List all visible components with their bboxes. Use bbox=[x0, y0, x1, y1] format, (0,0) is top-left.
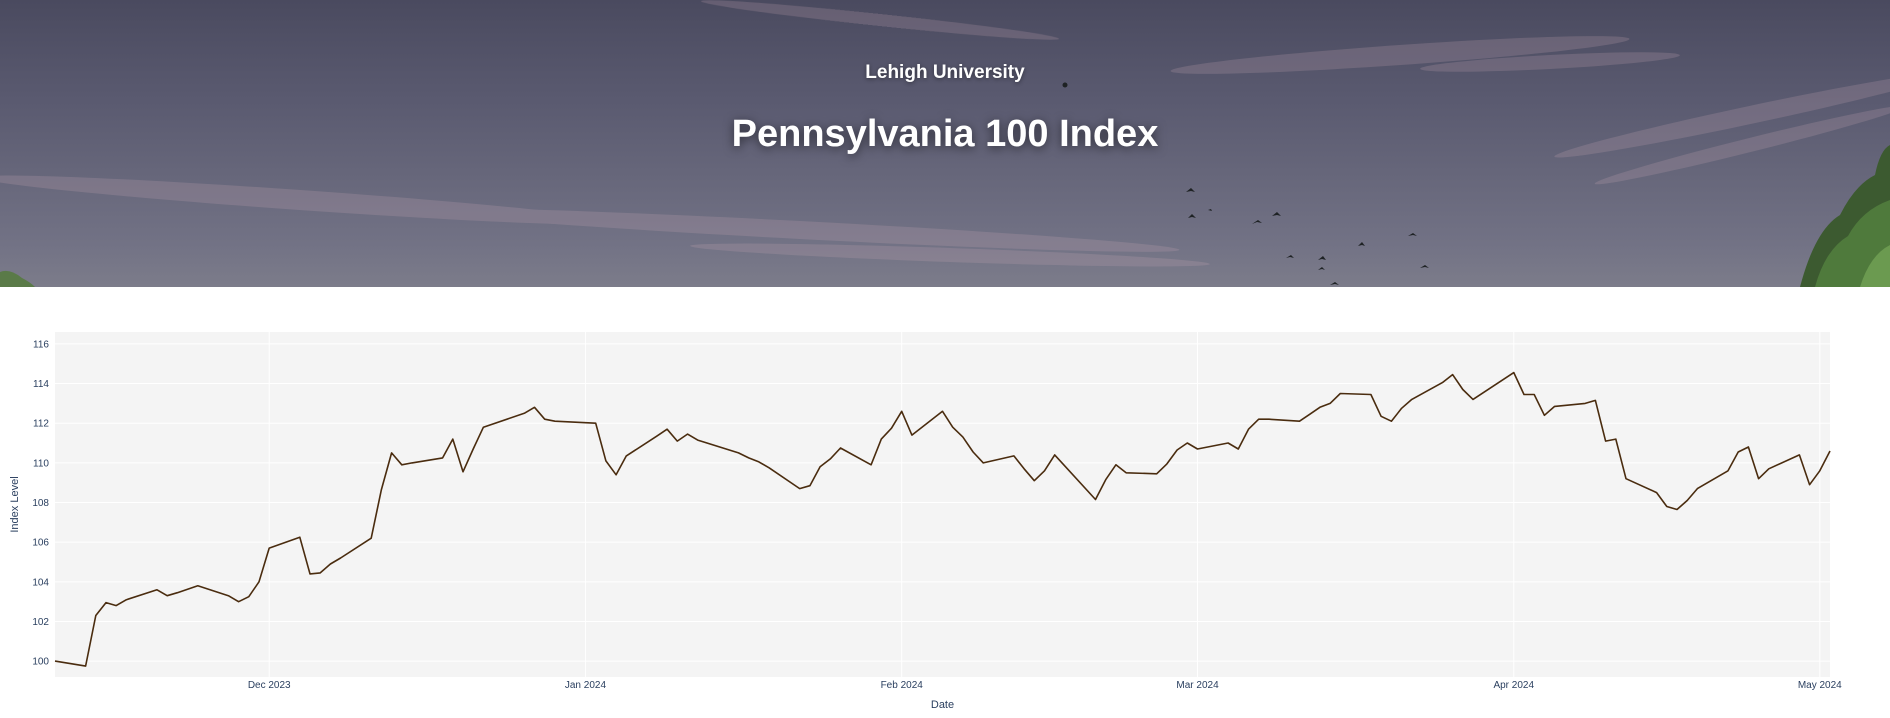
x-tick-label: Mar 2024 bbox=[1176, 680, 1219, 691]
chart-container: 100 102 104 106 108 110 112 114 116 Dec 2023 Jan … bbox=[0, 287, 1890, 718]
y-tick-label: 104 bbox=[32, 577, 49, 588]
x-axis-title: Date bbox=[931, 699, 954, 711]
y-tick-labels: 100 102 104 106 108 110 112 114 116 bbox=[32, 339, 49, 667]
y-tick-label: 110 bbox=[33, 458, 49, 469]
x-tick-label: Feb 2024 bbox=[881, 680, 924, 691]
y-axis-title: Index Level bbox=[9, 476, 21, 532]
x-tick-label: May 2024 bbox=[1798, 680, 1842, 691]
tree-decoration bbox=[0, 145, 1890, 287]
x-tick-label: Dec 2023 bbox=[248, 680, 291, 691]
y-tick-label: 114 bbox=[33, 379, 49, 390]
hero-subtitle: Lehigh University bbox=[865, 62, 1025, 83]
plot-area bbox=[55, 332, 1830, 677]
birds-decoration bbox=[1062, 82, 1429, 285]
hero-banner: Lehigh University Pennsylvania 100 Index bbox=[0, 0, 1890, 287]
x-tick-labels: Dec 2023 Jan 2024 Feb 2024 Mar 2024 Apr 2024… bbox=[248, 680, 1842, 691]
y-tick-label: 108 bbox=[32, 498, 49, 509]
x-gridlines bbox=[268, 332, 1821, 677]
y-tick-label: 102 bbox=[32, 617, 49, 628]
hero-title: Pennsylvania 100 Index bbox=[731, 113, 1159, 155]
y-tick-label: 106 bbox=[32, 538, 49, 549]
x-tick-label: Apr 2024 bbox=[1493, 680, 1534, 691]
y-tick-label: 100 bbox=[32, 657, 49, 668]
index-line-chart: 100 102 104 106 108 110 112 114 116 Dec 2023 Jan … bbox=[9, 332, 1842, 711]
x-tick-label: Jan 2024 bbox=[565, 680, 607, 691]
series-line bbox=[54, 371, 1831, 667]
y-gridlines bbox=[55, 343, 1830, 662]
y-tick-label: 116 bbox=[33, 339, 49, 350]
y-tick-label: 112 bbox=[33, 419, 49, 430]
sky-background-image bbox=[0, 0, 1890, 287]
